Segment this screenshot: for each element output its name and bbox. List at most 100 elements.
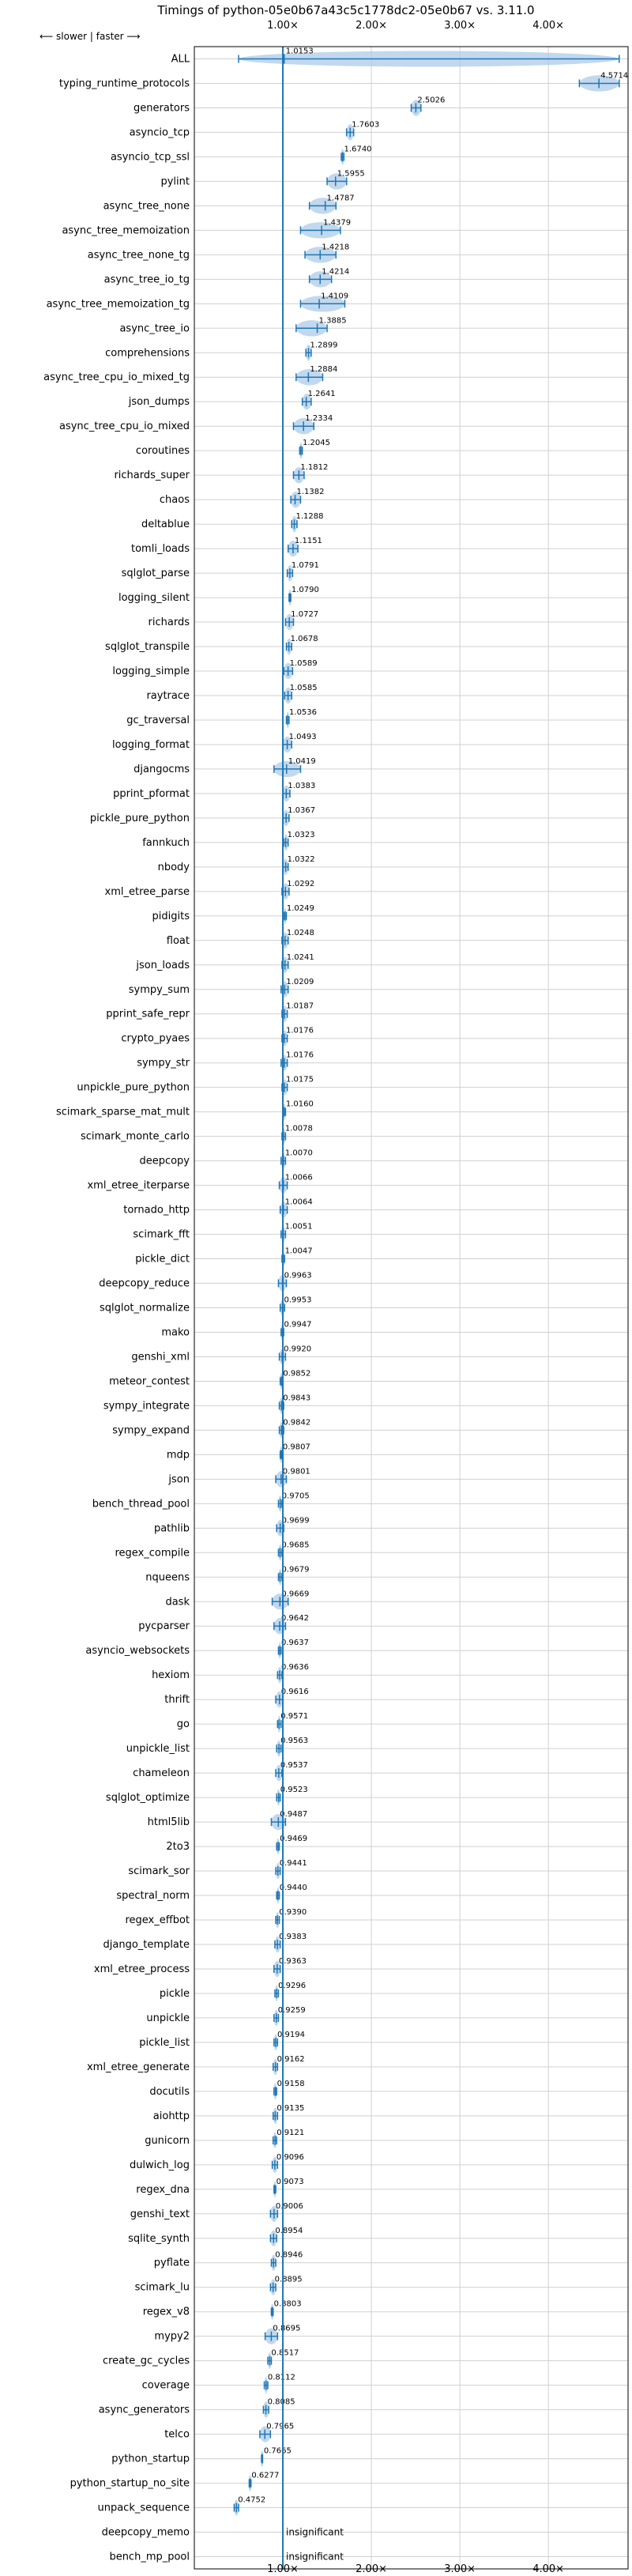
- y-tick-label: async_tree_cpu_io_mixed: [59, 421, 190, 432]
- value-label: 1.4379: [323, 218, 351, 227]
- y-tick-label: bench_thread_pool: [92, 1498, 190, 1510]
- y-tick-label: unpickle_list: [126, 1743, 190, 1755]
- value-label: 1.0241: [287, 953, 314, 962]
- value-label: 1.0153: [286, 47, 314, 55]
- value-label: 0.9801: [283, 1467, 310, 1476]
- value-label: 0.9135: [276, 2104, 304, 2113]
- value-label: 1.0176: [286, 1027, 314, 1035]
- value-label: 0.7665: [264, 2447, 292, 2456]
- value-label: 1.0066: [285, 1174, 313, 1182]
- y-tick-label: async_tree_memoization_tg: [47, 298, 190, 310]
- value-label: 0.9259: [278, 2006, 306, 2015]
- y-tick-label: deepcopy_reduce: [99, 1278, 190, 1290]
- value-label: 0.9440: [280, 1884, 307, 1892]
- value-label: 1.0678: [291, 635, 318, 643]
- y-tick-label: pathlib: [154, 1522, 190, 1534]
- y-tick-label: chaos: [160, 494, 190, 506]
- y-tick-label: richards: [149, 617, 190, 628]
- value-label: 0.9469: [280, 1835, 307, 1843]
- value-label: 1.0322: [288, 855, 315, 864]
- y-tick-label: async_tree_io: [119, 322, 190, 334]
- value-label: 2.5026: [417, 96, 445, 104]
- y-tick-label: python_startup_no_site: [70, 2478, 190, 2490]
- y-tick-label: asyncio_tcp_ssl: [111, 151, 190, 163]
- value-label: 0.9642: [281, 1614, 309, 1623]
- value-label: 0.8803: [274, 2300, 302, 2309]
- value-label: 0.9006: [276, 2202, 303, 2211]
- x-tick-label-top: 4.00×: [532, 20, 564, 32]
- value-label: 1.2641: [308, 390, 336, 398]
- value-label: 0.9121: [276, 2129, 304, 2137]
- value-label: 0.9843: [283, 1394, 310, 1402]
- value-label: 0.9390: [279, 1908, 307, 1917]
- y-tick-label: nqueens: [145, 1571, 190, 1583]
- value-label: 0.9685: [282, 1541, 310, 1549]
- y-tick-label: richards_super: [114, 470, 190, 481]
- direction-note: ⟵ slower | faster ⟶: [40, 31, 141, 42]
- value-label: 1.0589: [290, 659, 318, 668]
- value-label: 1.0248: [287, 929, 314, 937]
- y-tick-label: coverage: [142, 2380, 190, 2392]
- value-label: 1.0176: [286, 1051, 314, 1060]
- y-tick-label: regex_compile: [115, 1547, 190, 1559]
- value-label: 1.0051: [285, 1223, 313, 1231]
- y-tick-label: django_template: [103, 1939, 190, 1951]
- value-label: 1.0323: [288, 831, 315, 839]
- value-label: 1.0187: [286, 1002, 314, 1011]
- y-tick-label: crypto_pyaes: [121, 1033, 190, 1045]
- value-label: 1.0078: [285, 1125, 313, 1133]
- value-label: 1.0383: [288, 782, 315, 790]
- y-tick-label: mypy2: [154, 2331, 190, 2343]
- y-tick-label: pickle_list: [139, 2037, 190, 2049]
- y-tick-label: pickle_dict: [135, 1254, 190, 1265]
- value-label: 1.2334: [305, 414, 333, 423]
- y-tick-label: async_tree_memoization: [62, 224, 190, 236]
- value-label: 0.9963: [284, 1272, 312, 1280]
- y-tick-label: tornado_http: [123, 1205, 190, 1216]
- value-label: 0.9571: [280, 1712, 308, 1721]
- value-label: 0.9842: [283, 1418, 310, 1427]
- y-tick-label: genshi_xml: [131, 1351, 190, 1363]
- y-tick-label: xml_etree_parse: [105, 886, 190, 898]
- y-tick-label: scimark_lu: [135, 2282, 190, 2294]
- value-label: 0.9537: [280, 1761, 308, 1770]
- y-tick-label: scimark_monte_carlo: [81, 1131, 190, 1143]
- value-label: 1.1812: [300, 463, 328, 472]
- value-label: 0.9705: [282, 1492, 310, 1500]
- y-tick-label: meteor_contest: [109, 1375, 190, 1387]
- y-tick-label: regex_dna: [136, 2184, 190, 2196]
- y-tick-label: mako: [161, 1326, 190, 1338]
- value-label: 1.4787: [327, 194, 355, 202]
- value-label: 1.1151: [295, 537, 322, 545]
- plot-area: 1.0153 4.5714 2.5026 1.7603 1.6740 1.5955 1.47…: [233, 47, 628, 2569]
- y-tick-label: json: [167, 1473, 190, 1485]
- value-label: 0.8695: [273, 2325, 300, 2333]
- y-tick-label: sympy_sum: [129, 984, 190, 996]
- y-tick-label: generators: [134, 102, 190, 114]
- value-label: 4.5714: [600, 71, 628, 80]
- y-tick-label: typing_runtime_protocols: [59, 77, 190, 89]
- chart-title: Timings of python-05e0b67a43c5c1778dc2-0…: [156, 3, 534, 17]
- y-tick-label: asyncio_tcp: [130, 126, 190, 138]
- y-tick-label: python_startup: [111, 2453, 190, 2465]
- y-tick-label: coroutines: [136, 445, 190, 457]
- y-tick-label: deepcopy_memo: [102, 2527, 190, 2539]
- value-label: 1.0209: [286, 978, 314, 986]
- value-label: 0.6277: [251, 2472, 279, 2480]
- y-tick-label: sqlglot_transpile: [105, 641, 190, 653]
- value-label: 1.0585: [290, 684, 318, 692]
- y-tick-label: xml_etree_iterparse: [87, 1180, 190, 1192]
- y-tick-label: sympy_str: [137, 1058, 190, 1069]
- value-label: 0.8517: [271, 2349, 299, 2358]
- value-label: 0.9636: [281, 1663, 309, 1672]
- value-label: 0.9158: [277, 2080, 305, 2088]
- y-tick-label: sqlglot_normalize: [100, 1303, 190, 1314]
- value-label: 1.0047: [285, 1247, 313, 1256]
- value-label: 0.9947: [284, 1320, 311, 1329]
- y-tick-label: xml_etree_generate: [87, 2061, 190, 2073]
- value-label: 1.0292: [287, 880, 314, 888]
- y-axis: ALL typing_runtime_protocols generators asy…: [43, 53, 190, 2563]
- y-tick-label: scimark_sparse_mat_mult: [56, 1107, 190, 1118]
- y-tick-label: gc_traversal: [126, 715, 190, 726]
